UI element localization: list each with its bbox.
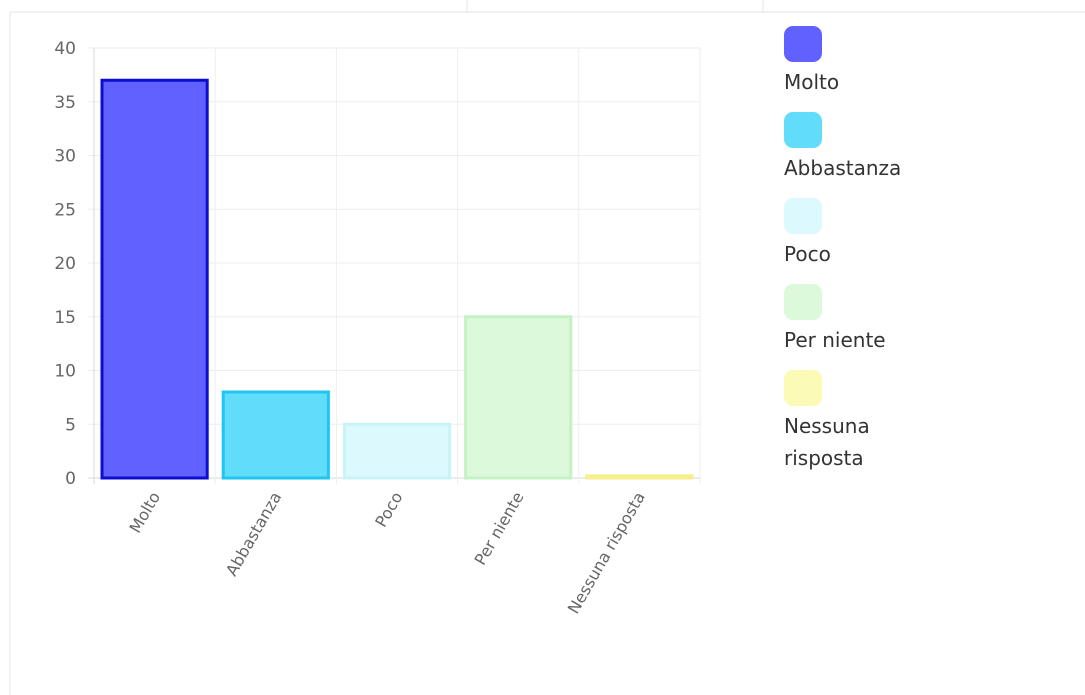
legend-swatch: [784, 284, 822, 320]
bar[interactable]: [585, 474, 694, 480]
y-tick-label: 10: [54, 362, 76, 382]
y-tick-label: 20: [54, 254, 76, 274]
bar[interactable]: [342, 422, 452, 480]
bar[interactable]: [221, 390, 330, 480]
bar[interactable]: [464, 315, 573, 480]
legend-swatch: [784, 26, 822, 62]
y-axis-ticks: 0 5 10 15 20 25 30 35 40: [54, 39, 76, 489]
y-tick-label: 30: [54, 147, 76, 167]
legend-swatch: [784, 112, 822, 148]
legend-label: Abbastanza: [784, 156, 902, 180]
legend-item[interactable]: Per niente: [784, 284, 1024, 356]
legend-item[interactable]: Nessuna risposta: [784, 370, 1024, 474]
legend-label: Poco: [784, 242, 831, 266]
y-tick-label: 5: [65, 415, 76, 435]
legend-swatch: [784, 370, 822, 406]
y-tick-label: 15: [54, 308, 76, 328]
legend-label: Nessuna risposta: [784, 414, 870, 470]
x-axis-labels: Molto Abbastanza Poco Per niente Nessuna ris…: [126, 489, 649, 617]
y-tick-label: 35: [54, 93, 76, 113]
bar[interactable]: [100, 78, 209, 480]
legend-label: Molto: [784, 70, 840, 94]
legend-item[interactable]: Poco: [784, 198, 1024, 270]
x-tick-label: Per niente: [471, 489, 528, 569]
x-tick-label: Abbastanza: [222, 489, 285, 580]
x-tick-label: Molto: [126, 489, 165, 537]
legend-label: Per niente: [784, 328, 886, 352]
y-tick-label: 40: [54, 39, 76, 59]
y-tick-label: 25: [54, 200, 76, 220]
legend-item[interactable]: Molto: [784, 26, 1024, 98]
x-tick-label: Nessuna risposta: [564, 489, 649, 617]
legend-item[interactable]: Abbastanza: [784, 112, 1024, 184]
legend: Molto Abbastanza Poco Per niente Nessuna ris…: [784, 26, 1024, 488]
y-tick-label: 0: [65, 469, 76, 489]
bars: [100, 78, 694, 480]
x-tick-label: Poco: [371, 489, 406, 531]
legend-swatch: [784, 198, 822, 234]
